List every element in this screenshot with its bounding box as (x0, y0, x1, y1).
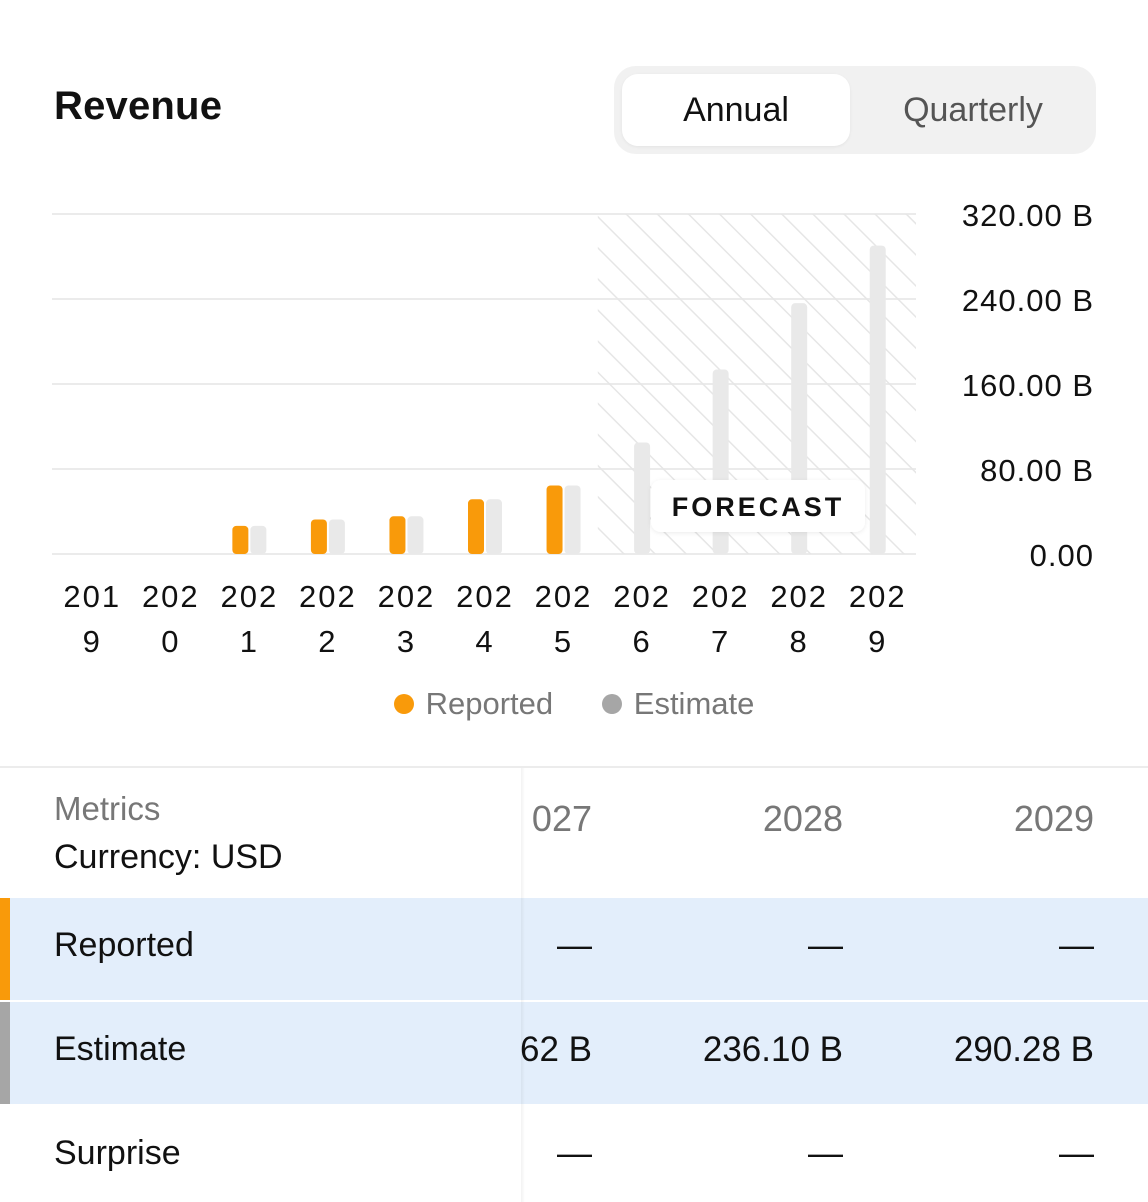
estimate-bar (564, 485, 581, 554)
x-tick-label: 202 (378, 579, 436, 614)
x-tick-label: 202 (220, 579, 278, 614)
reported-bar (546, 485, 563, 554)
legend-reported[interactable]: Reported (393, 686, 554, 722)
period-toggle: Annual Quarterly (614, 66, 1096, 154)
x-tick-label: 2 (318, 624, 337, 659)
x-tick-label: 9 (868, 624, 887, 659)
x-tick-label: 9 (83, 624, 102, 659)
x-tick-label: 4 (475, 624, 494, 659)
x-tick-label: 202 (535, 579, 593, 614)
table-row[interactable]: Reported — — — (0, 898, 1148, 1000)
table-row[interactable]: Estimate 62 B 236.10 B 290.28 B (0, 1002, 1148, 1104)
x-tick-label: 5 (554, 624, 573, 659)
reported-bar (468, 499, 484, 554)
estimate-row-marker (0, 1002, 10, 1104)
forecast-badge (651, 480, 865, 532)
page-title: Revenue (54, 84, 223, 128)
x-tick-label: 202 (849, 579, 907, 614)
row-label: Reported (54, 926, 194, 964)
reported-row-marker (0, 898, 10, 1000)
estimate-bar (486, 499, 502, 554)
x-tick-label: 7 (711, 624, 730, 659)
forecast-label: FORECAST (672, 492, 845, 522)
x-tick-label: 202 (613, 579, 671, 614)
x-tick-label: 8 (790, 624, 809, 659)
table-header-row: Metrics Currency: USD 027 2028 2029 (0, 768, 1148, 896)
x-tick-label: 202 (142, 579, 200, 614)
column-header: 2028 (762, 798, 843, 839)
table-cell: 62 B (520, 1030, 592, 1069)
x-tick-label: 6 (632, 624, 651, 659)
x-tick-label: 3 (397, 624, 416, 659)
table-cell: 290.28 B (953, 1030, 1094, 1069)
y-tick-label: 0.00 (1030, 538, 1094, 573)
chart-legend: Reported Estimate (0, 686, 1148, 722)
table-row[interactable]: Surprise — — — (0, 1106, 1148, 1202)
estimate-bar (407, 516, 424, 554)
legend-estimate-label: Estimate (633, 686, 755, 721)
currency-label: Currency: USD (54, 838, 283, 876)
estimate-bar (250, 525, 267, 554)
y-tick-label: 240.00 B (962, 283, 1094, 318)
x-tick-label: 202 (299, 579, 357, 614)
estimate-bar (869, 245, 886, 554)
reported-bar (310, 519, 327, 554)
table-cell: — (1059, 926, 1094, 965)
legend-reported-label: Reported (425, 686, 554, 721)
estimate-bar (634, 442, 651, 554)
row-label: Surprise (54, 1134, 181, 1172)
x-tick-label: 0 (161, 624, 180, 659)
y-tick-label: 160.00 B (962, 368, 1094, 403)
column-header: 2029 (1013, 798, 1094, 839)
column-header: 027 (531, 798, 592, 839)
quarterly-tab[interactable]: Quarterly (903, 91, 1043, 129)
table-cell: — (808, 1134, 843, 1173)
x-tick-label: 1 (240, 624, 259, 659)
y-tick-label: 320.00 B (962, 198, 1094, 233)
estimate-dot-icon (601, 693, 622, 714)
estimate-bar (328, 519, 345, 554)
table-cell: — (557, 1134, 592, 1173)
annual-tab[interactable]: Annual (622, 74, 850, 146)
row-label: Estimate (54, 1030, 187, 1068)
table-cell: — (808, 926, 843, 965)
reported-dot-icon (393, 693, 414, 714)
x-tick-label: 201 (63, 579, 121, 614)
x-tick-label: 202 (770, 579, 828, 614)
reported-bar (232, 525, 249, 554)
sticky-column-shadow (521, 768, 525, 1202)
x-tick-label: 202 (456, 579, 514, 614)
x-tick-label: 202 (692, 579, 750, 614)
y-tick-label: 80.00 B (980, 453, 1094, 488)
legend-estimate[interactable]: Estimate (601, 686, 755, 722)
table-cell: — (1059, 1134, 1094, 1173)
reported-bar (389, 516, 406, 554)
table-cell: — (557, 926, 592, 965)
metrics-label: Metrics (54, 790, 161, 827)
table-cell: 236.10 B (702, 1030, 843, 1069)
metrics-table: Metrics Currency: USD 027 2028 2029 Repo… (0, 766, 1148, 1202)
